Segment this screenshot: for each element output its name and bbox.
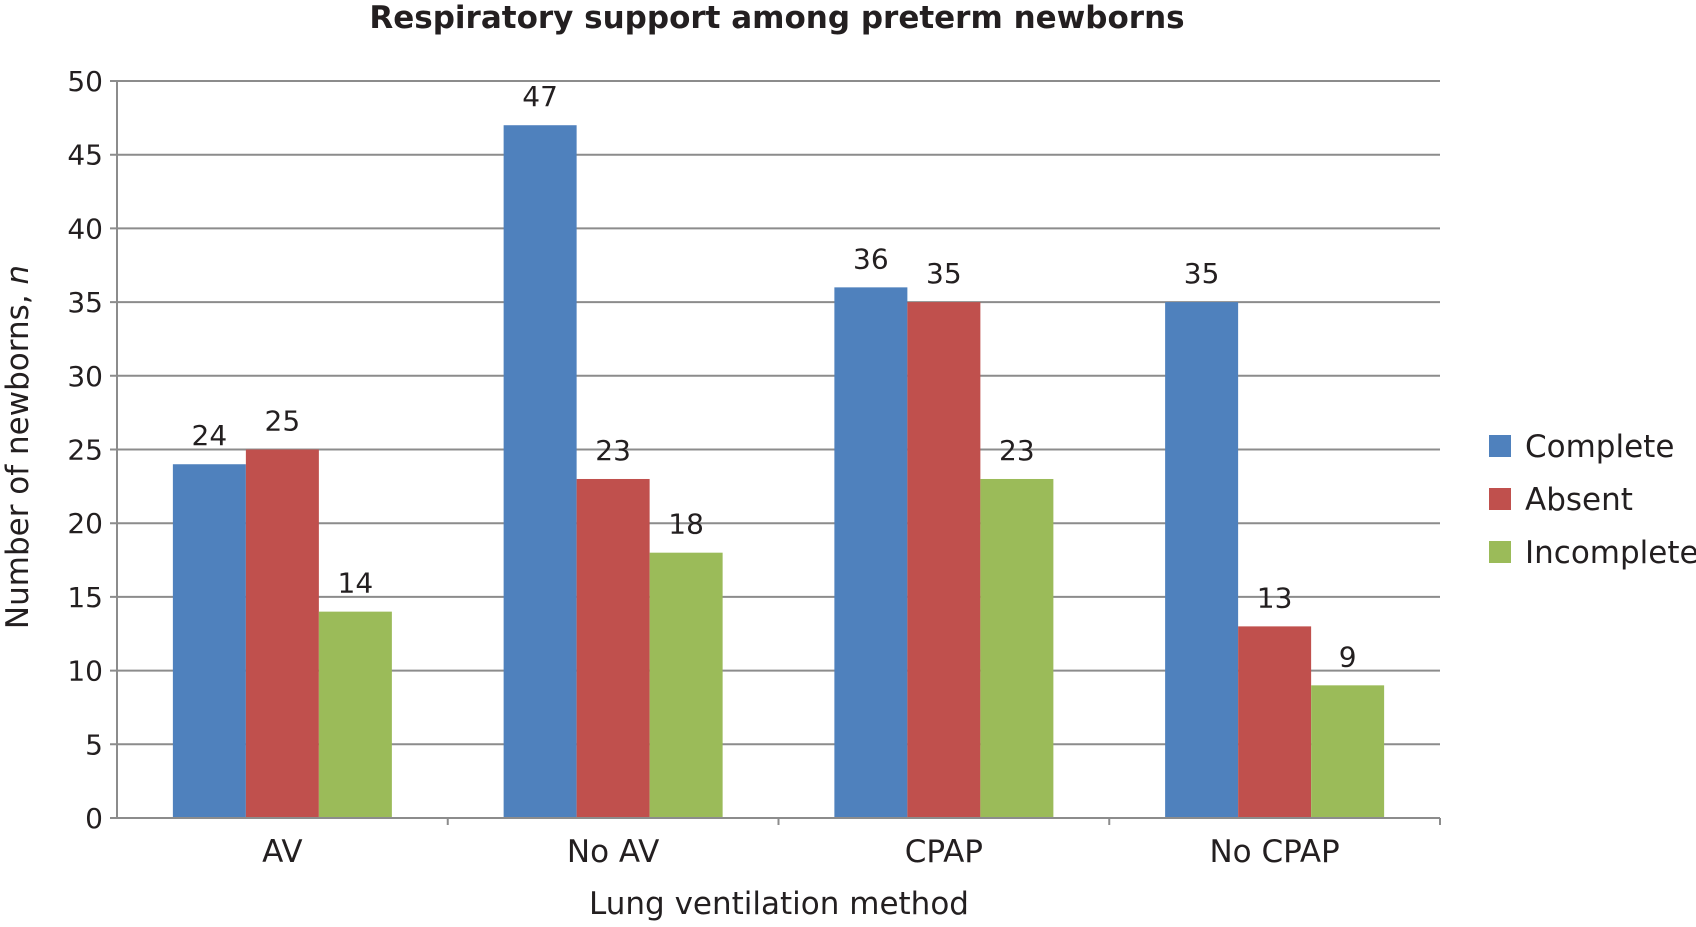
y-tick-label: 45 xyxy=(67,139,103,172)
y-tick-label: 15 xyxy=(67,581,103,614)
bar-absent xyxy=(576,478,650,818)
data-label: 35 xyxy=(1184,257,1220,290)
bar-absent xyxy=(907,302,981,819)
y-tick-label: 35 xyxy=(67,286,103,319)
x-category-label: CPAP xyxy=(905,834,983,870)
bar-incomplete xyxy=(649,552,723,818)
x-category-label: No AV xyxy=(567,834,659,870)
y-tick-label: 50 xyxy=(67,65,103,98)
y-axis-title-text: Number of newborns, xyxy=(0,285,36,630)
y-tick-label: 30 xyxy=(67,360,103,393)
legend-swatch-incomplete xyxy=(1489,541,1511,563)
y-tick-label: 10 xyxy=(67,655,103,688)
data-label: 35 xyxy=(926,257,962,290)
bar-absent xyxy=(1238,626,1312,818)
x-axis-categories: AV No AV CPAP No CPAP xyxy=(262,834,1340,870)
y-tick-label: 40 xyxy=(67,212,103,245)
y-tick-label: 20 xyxy=(67,507,103,540)
bar-complete xyxy=(172,464,246,818)
bar-complete xyxy=(503,125,577,819)
y-axis-ticks: 0 5 10 15 20 25 30 35 40 45 50 xyxy=(67,65,103,835)
bar-absent xyxy=(245,449,319,818)
data-label: 25 xyxy=(265,405,301,438)
legend-label: Absent xyxy=(1525,482,1633,518)
legend-swatch-complete xyxy=(1489,435,1511,457)
y-tick-label: 0 xyxy=(85,802,103,835)
legend-swatch-absent xyxy=(1489,488,1511,510)
bar-complete xyxy=(1165,302,1239,819)
bars xyxy=(117,125,1440,819)
chart-title: Respiratory support among preterm newbor… xyxy=(369,0,1184,36)
legend-label: Incomplete xyxy=(1525,535,1696,571)
bar-incomplete xyxy=(1311,685,1385,818)
data-label: 23 xyxy=(595,434,631,467)
y-axis-title: Number of newborns, n xyxy=(0,265,36,629)
y-axis-title-variable: n xyxy=(0,265,36,285)
bar-complete xyxy=(834,287,908,818)
x-category-label: AV xyxy=(262,834,302,870)
bar-incomplete xyxy=(318,611,392,818)
data-label: 23 xyxy=(999,434,1035,467)
bar-incomplete xyxy=(980,478,1054,818)
y-tick-label: 5 xyxy=(85,728,103,761)
x-axis-title: Lung ventilation method xyxy=(589,886,969,922)
y-tick-label: 25 xyxy=(67,434,103,467)
data-label: 13 xyxy=(1257,581,1293,614)
data-label: 24 xyxy=(192,419,228,452)
data-label: 47 xyxy=(522,80,558,113)
data-label: 9 xyxy=(1339,640,1357,673)
legend-label: Complete xyxy=(1525,429,1674,465)
data-labels: 24 25 14 47 23 18 36 35 23 35 13 9 xyxy=(192,80,1357,673)
data-label: 14 xyxy=(338,567,374,600)
x-category-label: No CPAP xyxy=(1209,834,1339,870)
data-label: 36 xyxy=(853,242,889,275)
legend: Complete Absent Incomplete xyxy=(1489,429,1696,571)
data-label: 18 xyxy=(668,508,704,541)
